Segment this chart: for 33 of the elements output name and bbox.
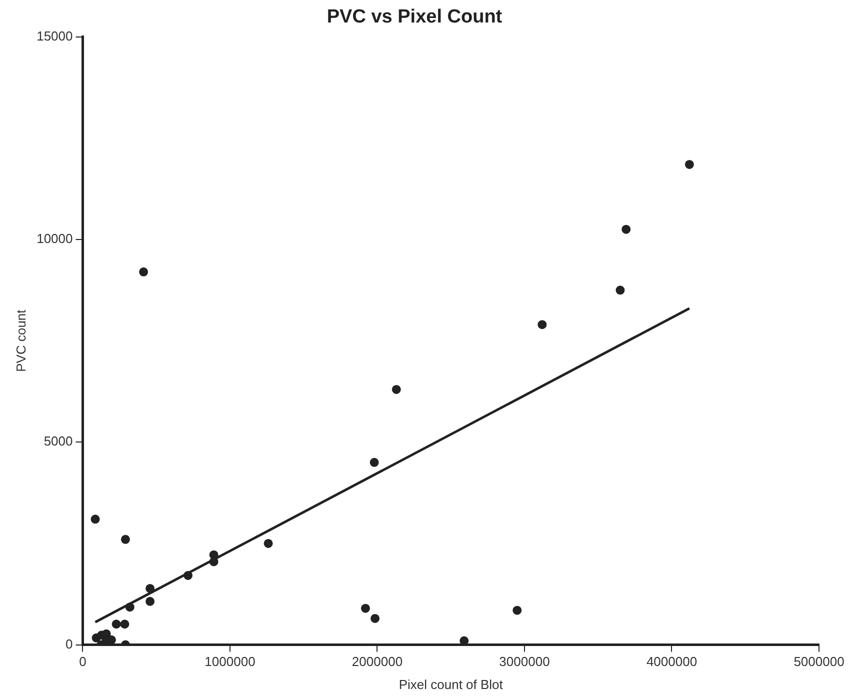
x-tick-label: 0 — [79, 654, 86, 670]
point — [538, 320, 547, 330]
x-axis-title: Pixel count of Blot — [398, 676, 504, 692]
point — [120, 620, 130, 629]
point — [146, 596, 155, 606]
y-tick-label: 5000 — [44, 434, 73, 449]
point — [120, 534, 130, 544]
point — [90, 514, 100, 524]
y-axis-title: PVC count — [13, 309, 28, 372]
point — [512, 606, 522, 615]
x-tick-label: 3000000 — [499, 654, 550, 670]
point — [392, 384, 401, 394]
point — [184, 570, 193, 580]
x-tick-label: 2000000 — [352, 654, 403, 670]
point — [146, 584, 155, 593]
x-tick-label: 5000000 — [794, 654, 844, 670]
point — [360, 604, 370, 613]
point — [370, 614, 380, 623]
y-tick-label: 15000 — [36, 28, 73, 44]
point — [264, 538, 273, 548]
point — [616, 286, 625, 295]
y-tick-label: 10000 — [36, 231, 73, 246]
y-tick-label: 0 — [66, 636, 73, 652]
point — [209, 557, 218, 566]
x-tick-label: 4000000 — [646, 654, 698, 670]
point — [112, 620, 121, 629]
chart-title: PVC vs Pixel Count — [326, 6, 503, 28]
point — [139, 267, 148, 276]
x-tick-label: 1000000 — [204, 654, 256, 670]
point — [622, 224, 631, 234]
point — [684, 160, 694, 169]
point — [125, 602, 134, 612]
point — [370, 458, 379, 467]
